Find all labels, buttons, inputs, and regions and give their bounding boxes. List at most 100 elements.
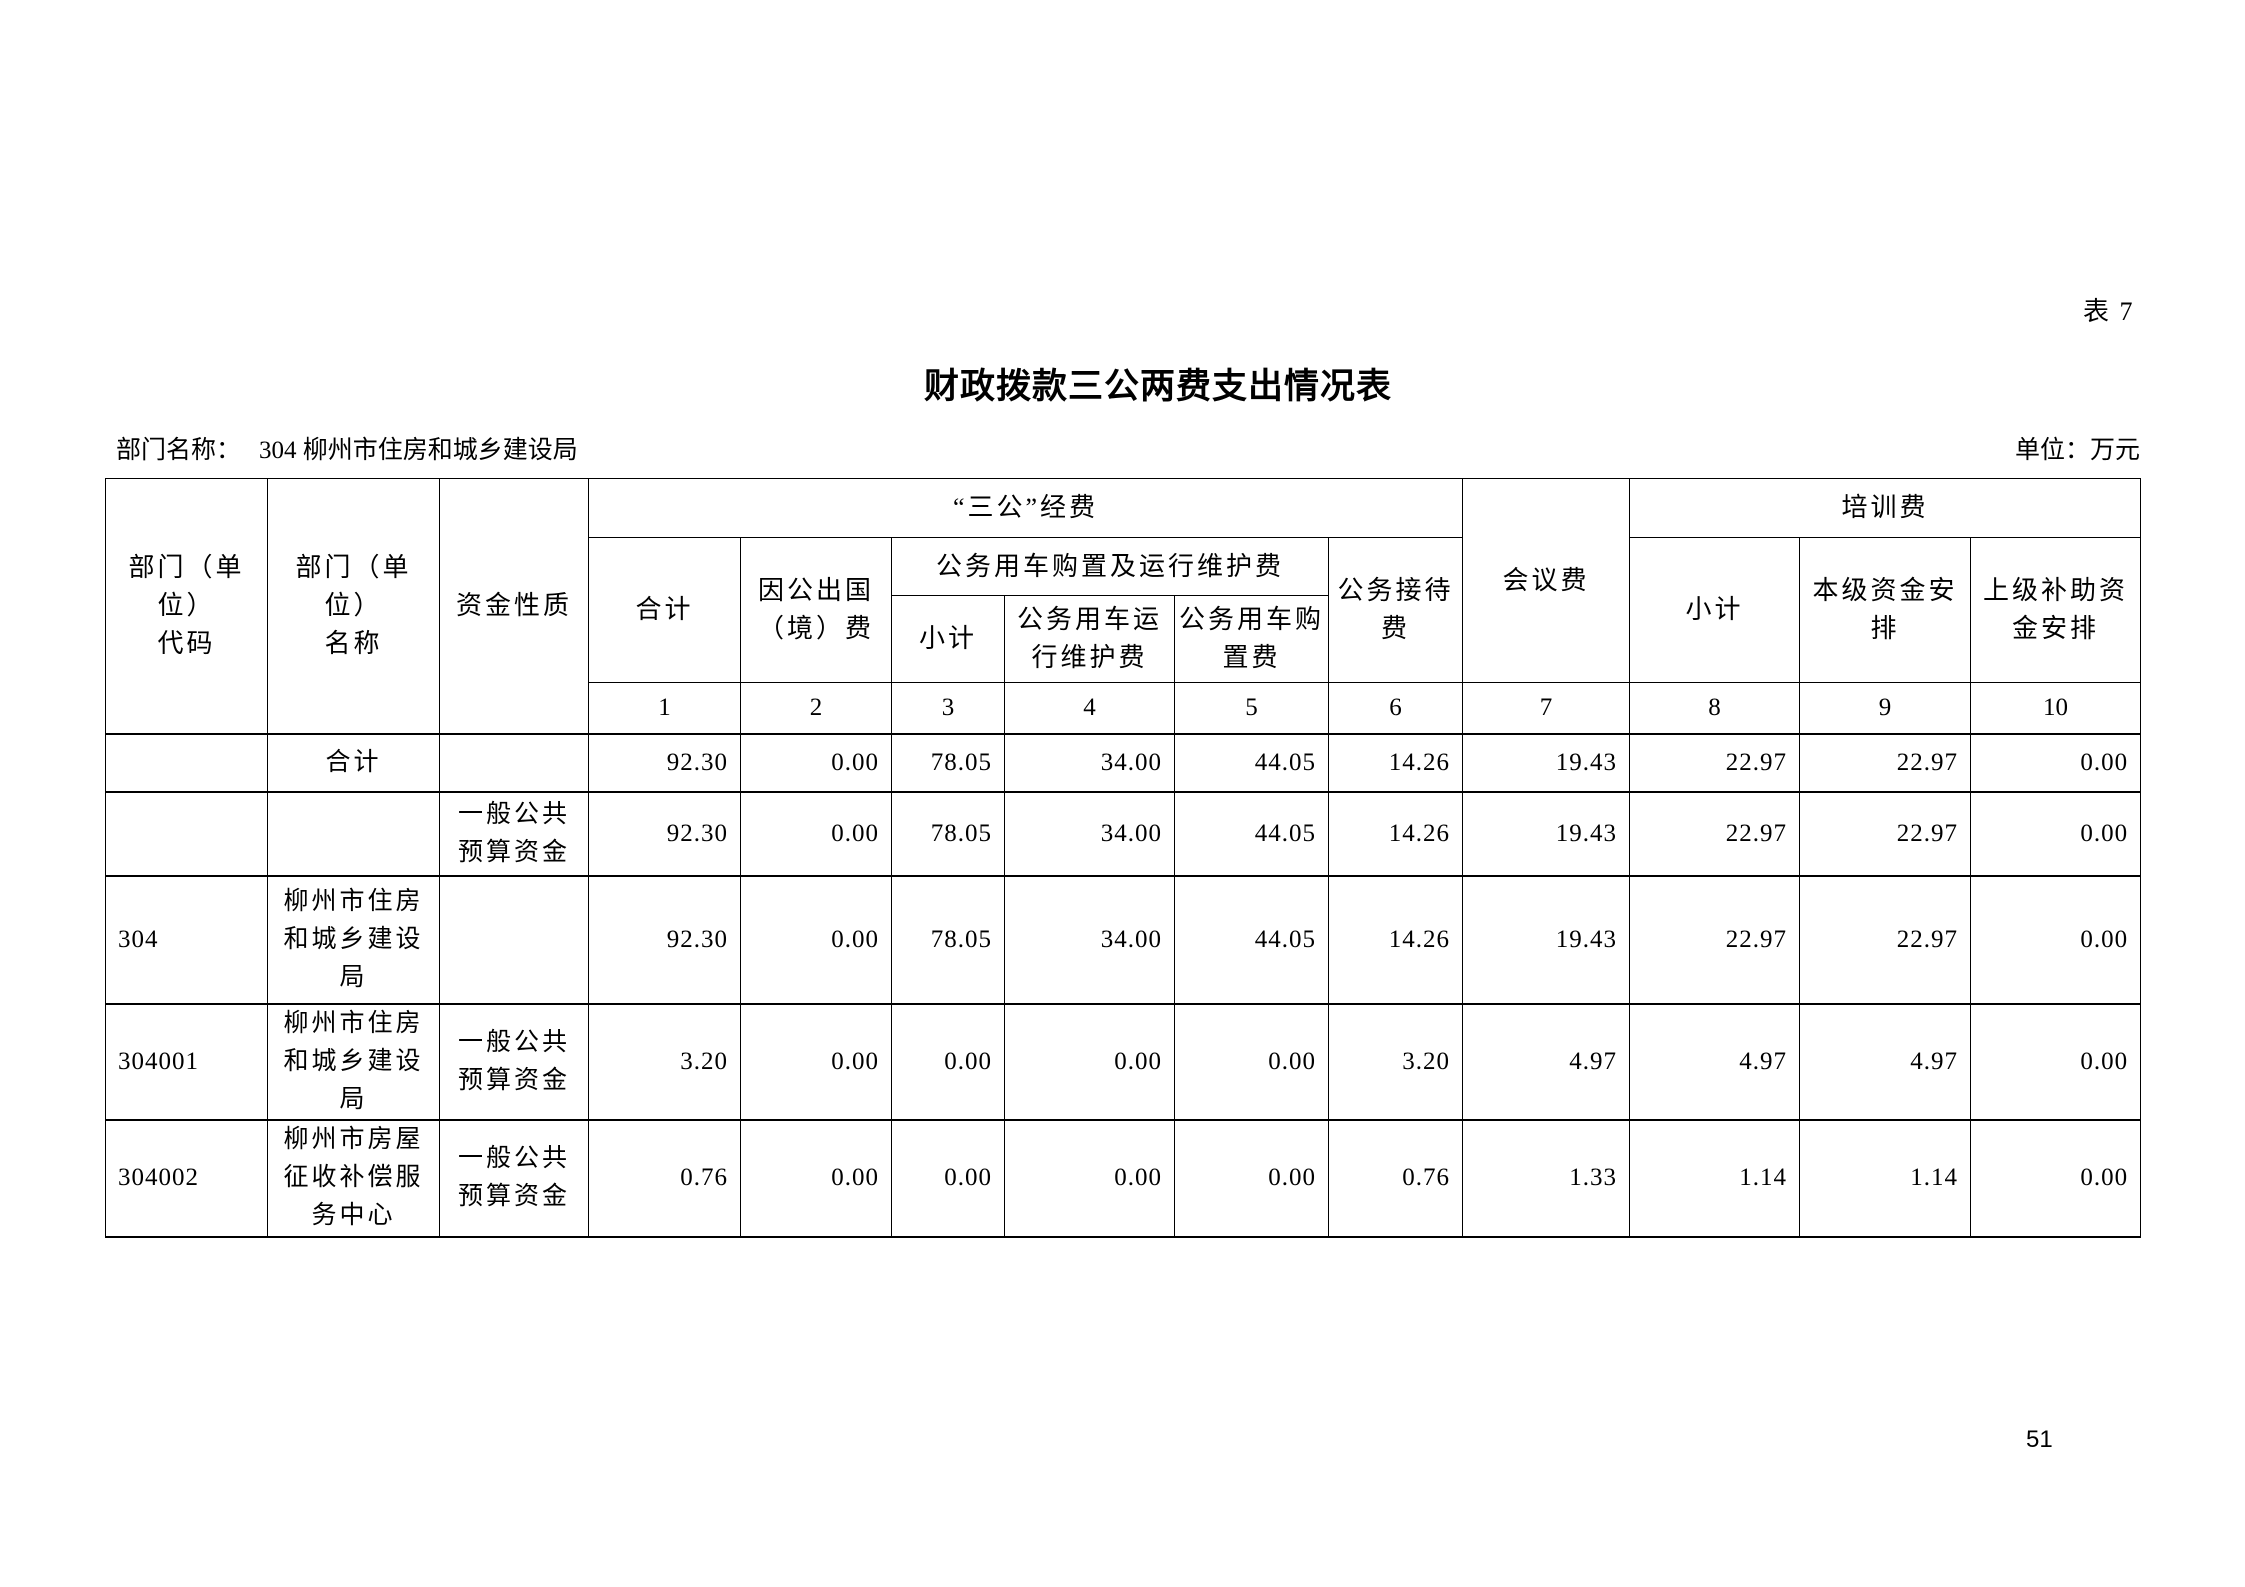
cell-value: 22.97 (1799, 732, 1972, 792)
cell-value: 0.76 (588, 1118, 741, 1238)
header-row-labels: 合计 因公出国 （境）费 公务用车购置及运行维护费 公务接待 费 小计 本级资金… (106, 537, 2142, 683)
cell-dept-code: 304002 (105, 1118, 268, 1238)
cell-value: 0.00 (1174, 1002, 1329, 1120)
cell-value: 34.00 (1004, 874, 1175, 1004)
cell-value: 0.00 (1970, 790, 2142, 876)
cell-value: 34.00 (1004, 732, 1175, 792)
header-col-abroad: 因公出国 （境）费 (740, 537, 892, 683)
column-number: 9 (1799, 682, 1972, 734)
cell-value: 19.43 (1462, 790, 1631, 876)
cell-value: 0.00 (1174, 1118, 1329, 1238)
cell-value: 4.97 (1629, 1002, 1801, 1120)
header-row-numbers: 1 2 3 4 5 6 7 8 9 10 (106, 682, 2142, 734)
cell-value: 0.00 (891, 1118, 1005, 1238)
table-tag: 表 7 (2083, 297, 2135, 326)
cell-value: 14.26 (1327, 790, 1464, 876)
cell-value: 92.30 (588, 732, 741, 792)
cell-value: 0.00 (740, 732, 892, 792)
cell-fund-type: 一般公共 预算资金 (439, 1118, 589, 1238)
column-number: 3 (891, 682, 1005, 734)
table-row: 304 柳州市住房 和城乡建设 局 92.30 0.00 78.05 34.00… (105, 874, 2142, 1004)
cell-dept-name: 柳州市住房 和城乡建设 局 (267, 874, 440, 1004)
cell-value: 1.14 (1799, 1118, 1972, 1238)
header-group-training: 培训费 (1629, 478, 2142, 538)
header-col-meeting: 会议费 (1462, 478, 1631, 683)
cell-dept-name (267, 790, 440, 876)
cell-dept-code (105, 790, 268, 876)
header-col-vehicle-maintain: 公务用车运 行维护费 (1004, 595, 1175, 683)
cell-value: 22.97 (1799, 790, 1972, 876)
cell-value: 22.97 (1629, 874, 1801, 1004)
cell-value: 0.00 (1970, 1002, 2142, 1120)
cell-value: 78.05 (891, 732, 1005, 792)
unit-label: 单位：万元 (2014, 437, 2140, 464)
header-col-reception: 公务接待 费 (1327, 537, 1464, 683)
header-col-total: 合计 (588, 537, 741, 683)
cell-value: 0.00 (1970, 1118, 2142, 1238)
column-number: 7 (1462, 682, 1631, 734)
header-col-training-subtotal: 小计 (1629, 537, 1801, 683)
column-number: 8 (1629, 682, 1801, 734)
cell-value: 0.00 (740, 1118, 892, 1238)
page-number: 51 (2026, 1426, 2053, 1453)
cell-fund-type (439, 874, 589, 1004)
cell-value: 4.97 (1462, 1002, 1631, 1120)
table-row: 304001 柳州市住房 和城乡建设 局 一般公共 预算资金 3.20 0.00… (105, 1002, 2142, 1120)
cell-value: 0.00 (1970, 874, 2142, 1004)
cell-value: 44.05 (1174, 790, 1329, 876)
column-number: 4 (1004, 682, 1175, 734)
header-col-name: 部门（单位） 名称 (267, 478, 440, 734)
department-value: 304 柳州市住房和城乡建设局 (259, 437, 578, 464)
cell-value: 14.26 (1327, 874, 1464, 1004)
table-row: 合计 92.30 0.00 78.05 34.00 44.05 14.26 19… (105, 732, 2142, 792)
cell-value: 22.97 (1629, 790, 1801, 876)
table-body: 合计 92.30 0.00 78.05 34.00 44.05 14.26 19… (105, 732, 2142, 1238)
cell-value: 0.00 (1004, 1002, 1175, 1120)
cell-value: 0.00 (740, 790, 892, 876)
column-number: 1 (588, 682, 741, 734)
header-group-sangong: “三公”经费 (587, 478, 1464, 538)
cell-dept-code: 304 (105, 874, 268, 1004)
cell-fund-type (439, 732, 589, 792)
cell-value: 0.76 (1327, 1118, 1464, 1238)
cell-value: 44.05 (1174, 874, 1329, 1004)
cell-dept-code (105, 732, 268, 792)
cell-value: 4.97 (1799, 1002, 1972, 1120)
cell-dept-name: 合计 (267, 732, 440, 792)
department-label: 部门名称： (116, 437, 242, 464)
cell-value: 0.00 (740, 1002, 892, 1120)
cell-value: 22.97 (1799, 874, 1972, 1004)
header-col-training-upper: 上级补助资 金安排 (1970, 537, 2142, 683)
cell-value: 0.00 (1970, 732, 2142, 792)
cell-value: 78.05 (891, 790, 1005, 876)
column-number: 5 (1174, 682, 1329, 734)
page-title: 财政拨款三公两费支出情况表 (923, 367, 1392, 406)
cell-value: 22.97 (1629, 732, 1801, 792)
fiscal-table: 部门（单位） 代码 部门（单位） 名称 资金性质 “三公”经费 会议费 培训费 … (105, 478, 2142, 1238)
cell-value: 92.30 (588, 790, 741, 876)
header-row-vehicle-sub: 小计 公务用车运 行维护费 公务用车购 置费 (106, 595, 2141, 683)
cell-value: 1.14 (1629, 1118, 1801, 1238)
column-number: 2 (740, 682, 892, 734)
cell-value: 78.05 (891, 874, 1005, 1004)
cell-value: 0.00 (1004, 1118, 1175, 1238)
cell-value: 0.00 (891, 1002, 1005, 1120)
cell-value: 14.26 (1327, 732, 1464, 792)
column-number: 6 (1327, 682, 1464, 734)
cell-value: 3.20 (1327, 1002, 1464, 1120)
cell-value: 19.43 (1462, 732, 1631, 792)
cell-value: 19.43 (1462, 874, 1631, 1004)
table-row: 304002 柳州市房屋 征收补偿服 务中心 一般公共 预算资金 0.76 0.… (105, 1118, 2142, 1238)
header-col-vehicle-subtotal: 小计 (891, 595, 1005, 683)
header-col-training-own: 本级资金安 排 (1799, 537, 1972, 683)
cell-dept-code: 304001 (105, 1002, 268, 1120)
cell-value: 0.00 (740, 874, 892, 1004)
cell-fund-type: 一般公共 预算资金 (439, 790, 589, 876)
cell-value: 3.20 (588, 1002, 741, 1120)
meta-row: 部门名称： 304 柳州市住房和城乡建设局 单位：万元 (116, 430, 2140, 466)
cell-value: 34.00 (1004, 790, 1175, 876)
cell-value: 1.33 (1462, 1118, 1631, 1238)
column-number: 10 (1970, 682, 2142, 734)
table-row: 一般公共 预算资金 92.30 0.00 78.05 34.00 44.05 1… (105, 790, 2142, 876)
